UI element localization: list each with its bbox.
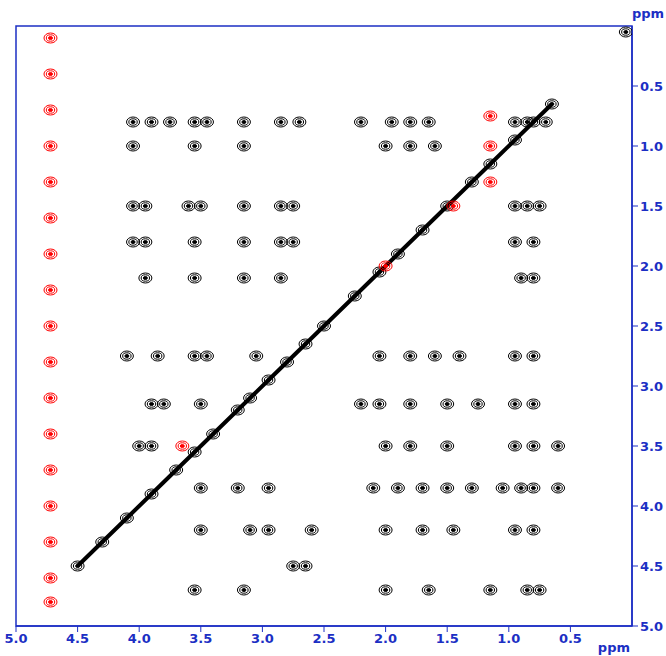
svg-text:4.5: 4.5 bbox=[640, 559, 663, 574]
svg-text:1.5: 1.5 bbox=[640, 199, 663, 214]
svg-text:ppm: ppm bbox=[598, 640, 630, 655]
svg-text:1.0: 1.0 bbox=[640, 139, 663, 154]
svg-text:0.5: 0.5 bbox=[640, 79, 663, 94]
svg-text:4.0: 4.0 bbox=[128, 631, 151, 646]
svg-text:5.0: 5.0 bbox=[4, 631, 27, 646]
svg-text:0.5: 0.5 bbox=[559, 631, 582, 646]
svg-text:3.5: 3.5 bbox=[640, 439, 663, 454]
svg-text:5.0: 5.0 bbox=[640, 619, 663, 634]
svg-text:2.0: 2.0 bbox=[640, 259, 663, 274]
svg-text:3.5: 3.5 bbox=[189, 631, 212, 646]
svg-text:2.0: 2.0 bbox=[374, 631, 397, 646]
svg-text:2.5: 2.5 bbox=[640, 319, 663, 334]
svg-text:1.0: 1.0 bbox=[497, 631, 520, 646]
svg-text:3.0: 3.0 bbox=[251, 631, 274, 646]
svg-text:4.5: 4.5 bbox=[66, 631, 89, 646]
svg-text:3.0: 3.0 bbox=[640, 379, 663, 394]
svg-text:2.5: 2.5 bbox=[312, 631, 335, 646]
svg-text:1.5: 1.5 bbox=[436, 631, 459, 646]
svg-text:ppm: ppm bbox=[632, 6, 664, 21]
svg-text:4.0: 4.0 bbox=[640, 499, 663, 514]
